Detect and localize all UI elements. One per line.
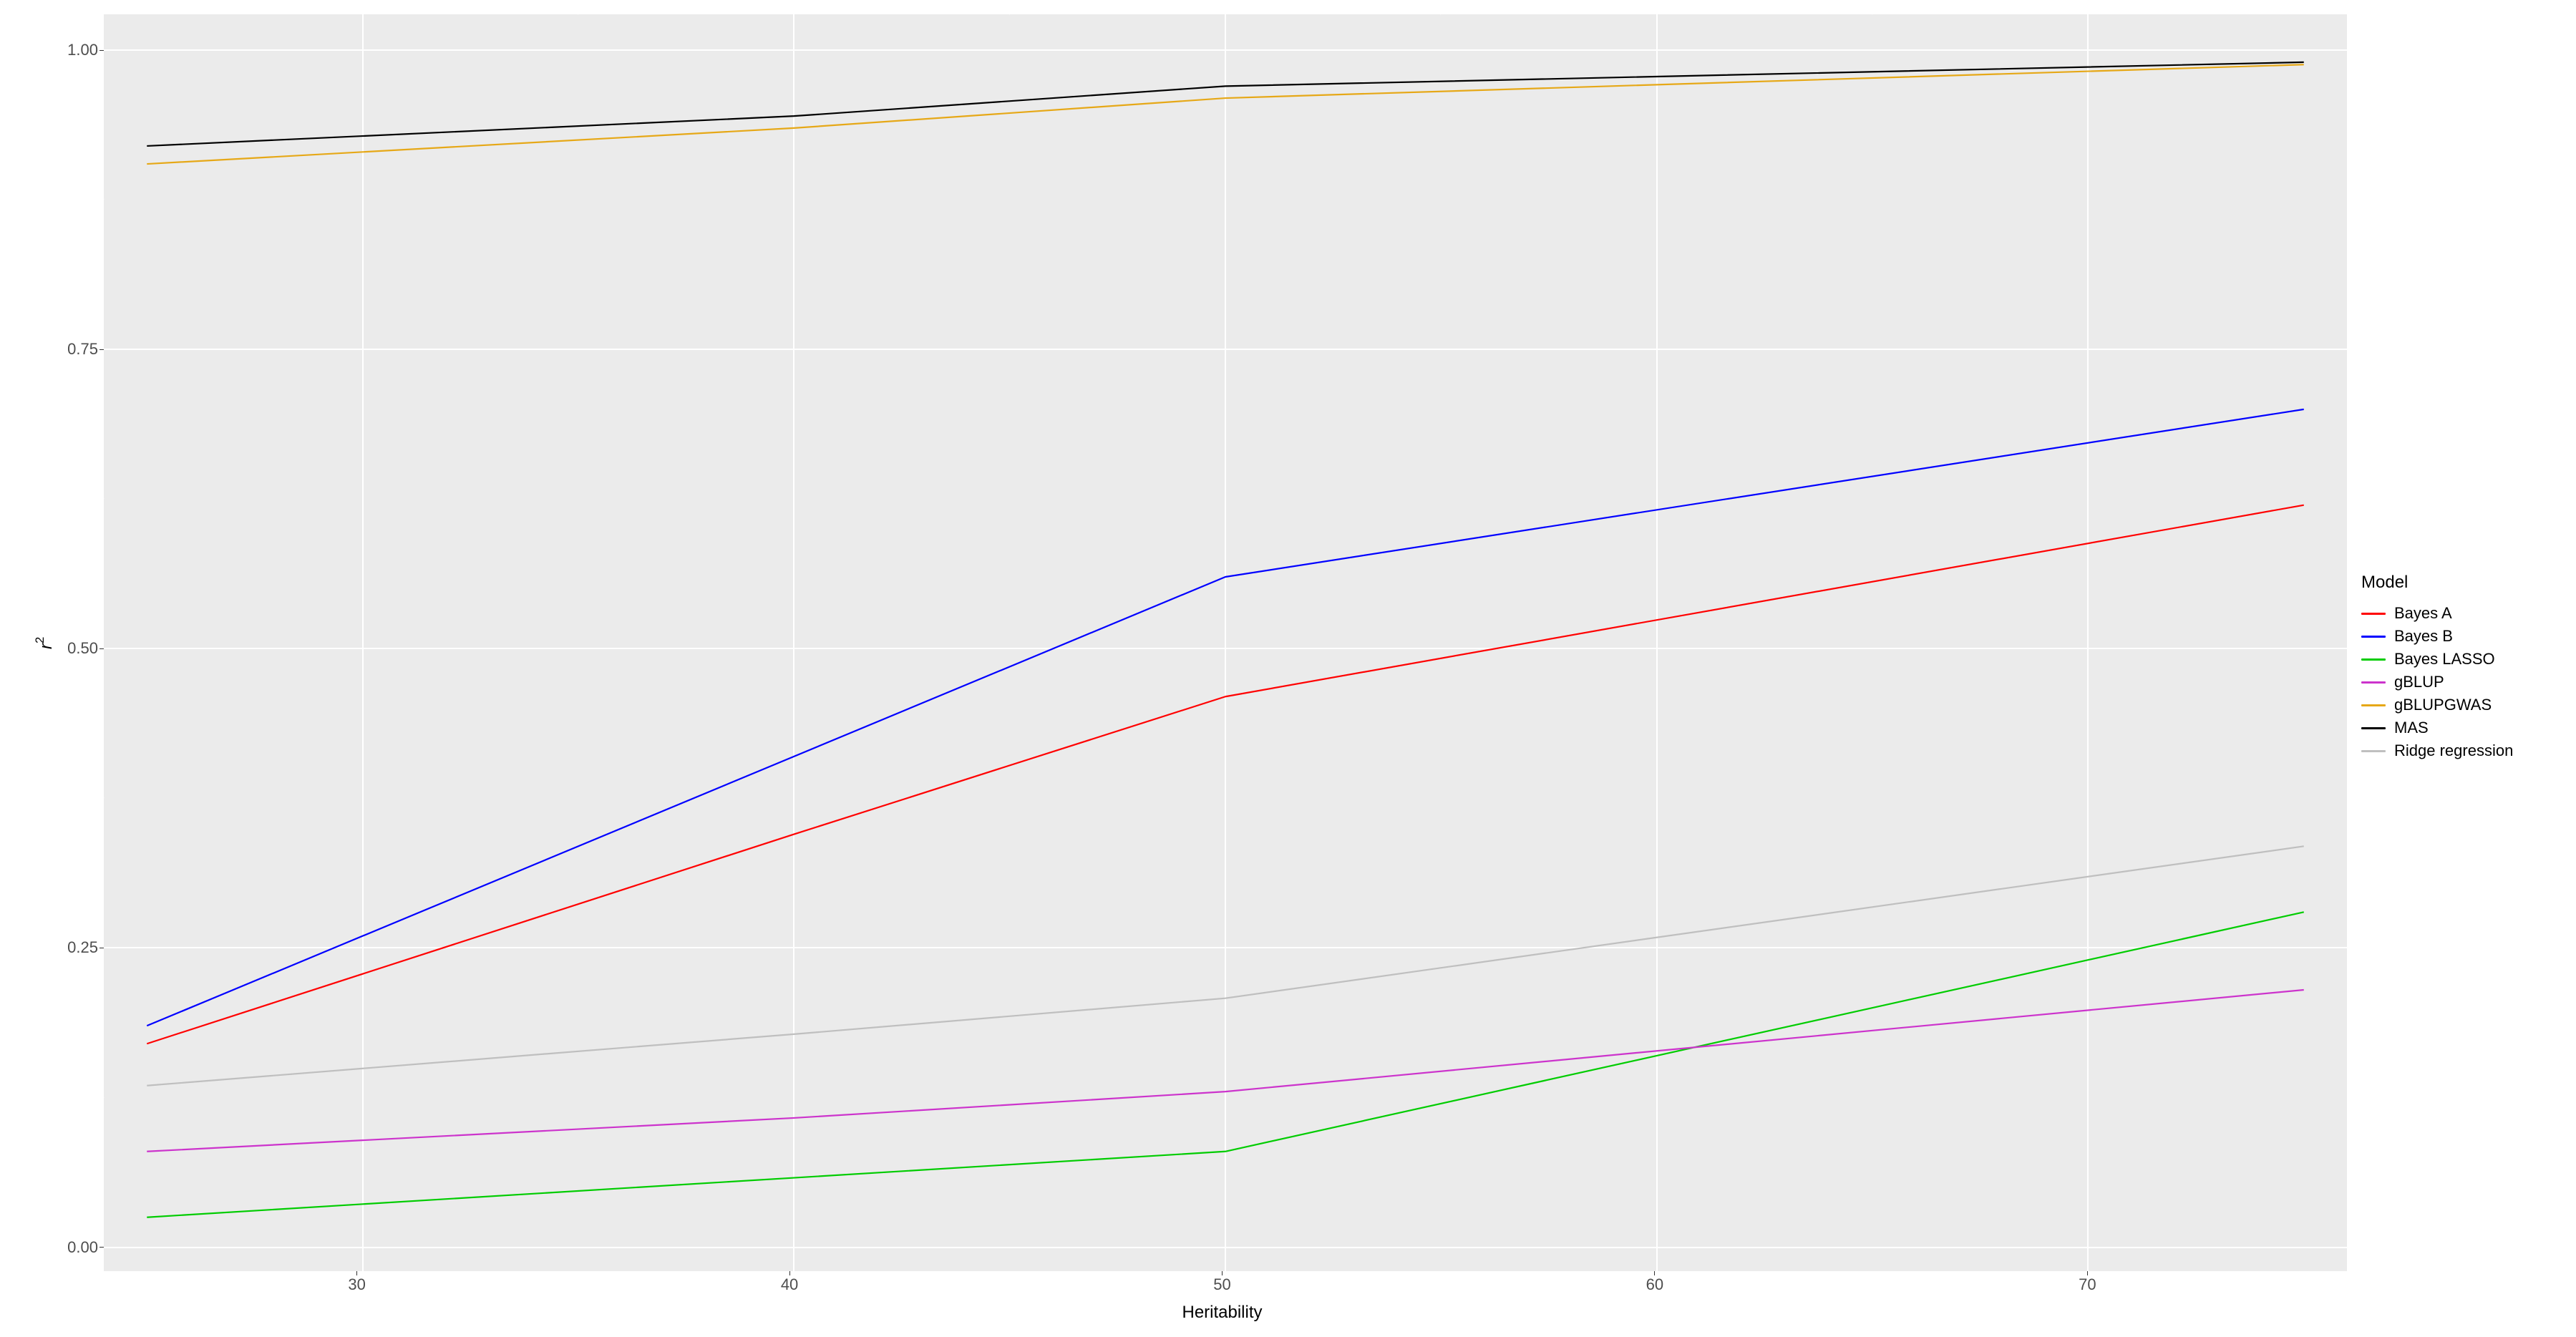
series-line: [147, 409, 2303, 1026]
legend-swatch: [2361, 658, 2386, 661]
line-layer: [104, 14, 2347, 1271]
x-axis: 30 40 50 60 70: [97, 1271, 2347, 1300]
plot-area: r2 0.00 0.25 0.50 0.75 1.00 30 40 50 60 70 Herit…: [29, 14, 2347, 1323]
y-axis-label-main: r: [37, 643, 56, 649]
plot-panel: [104, 14, 2347, 1271]
legend-swatch: [2361, 727, 2386, 729]
plot-inner: r2 0.00 0.25 0.50 0.75 1.00: [29, 14, 2347, 1271]
legend-swatch: [2361, 750, 2386, 752]
legend-swatch: [2361, 636, 2386, 638]
legend-label: gBLUP: [2394, 673, 2444, 691]
legend-label: Bayes A: [2394, 604, 2452, 623]
legend-items: Bayes A Bayes B Bayes LASSO gBLUP gBLUPGWAS M…: [2361, 600, 2562, 764]
legend-swatch: [2361, 704, 2386, 706]
legend-item: Bayes A: [2361, 604, 2562, 623]
y-tick-label: 0.00: [67, 1238, 98, 1257]
x-tick-label: 50: [1213, 1275, 1230, 1294]
legend-title: Model: [2361, 573, 2562, 593]
y-tick-label: 1.00: [67, 41, 98, 59]
legend-label: Bayes B: [2394, 627, 2453, 646]
legend-swatch: [2361, 613, 2386, 615]
legend-label: Ridge regression: [2394, 742, 2513, 760]
y-axis-label-sup: 2: [33, 636, 47, 643]
legend-item: gBLUPGWAS: [2361, 696, 2562, 714]
legend-label: gBLUPGWAS: [2394, 696, 2492, 714]
series-line: [147, 505, 2303, 1044]
y-tick-label: 0.75: [67, 340, 98, 359]
y-tick-label: 0.25: [67, 938, 98, 957]
legend-swatch: [2361, 681, 2386, 684]
legend-item: gBLUP: [2361, 673, 2562, 691]
series-line: [147, 64, 2303, 164]
legend-item: MAS: [2361, 719, 2562, 737]
x-tick-label: 40: [781, 1275, 798, 1294]
series-line: [147, 990, 2303, 1152]
legend: Model Bayes A Bayes B Bayes LASSO gBLUP gBLU…: [2347, 14, 2562, 1323]
series-line: [147, 912, 2303, 1217]
legend-item: Ridge regression: [2361, 742, 2562, 760]
chart-container: r2 0.00 0.25 0.50 0.75 1.00 30 40 50 60 70 Herit…: [0, 0, 2576, 1337]
legend-item: Bayes LASSO: [2361, 650, 2562, 668]
y-axis: 0.00 0.25 0.50 0.75 1.00: [61, 14, 104, 1271]
y-tick-label: 0.50: [67, 639, 98, 658]
series-line: [147, 846, 2303, 1085]
x-axis-label: Heritability: [97, 1300, 2347, 1323]
x-tick-label: 70: [2079, 1275, 2096, 1294]
legend-label: MAS: [2394, 719, 2429, 737]
legend-item: Bayes B: [2361, 627, 2562, 646]
x-tick-label: 60: [1646, 1275, 1663, 1294]
legend-label: Bayes LASSO: [2394, 650, 2495, 668]
y-axis-label: r2: [29, 14, 61, 1271]
x-tick-label: 30: [348, 1275, 365, 1294]
